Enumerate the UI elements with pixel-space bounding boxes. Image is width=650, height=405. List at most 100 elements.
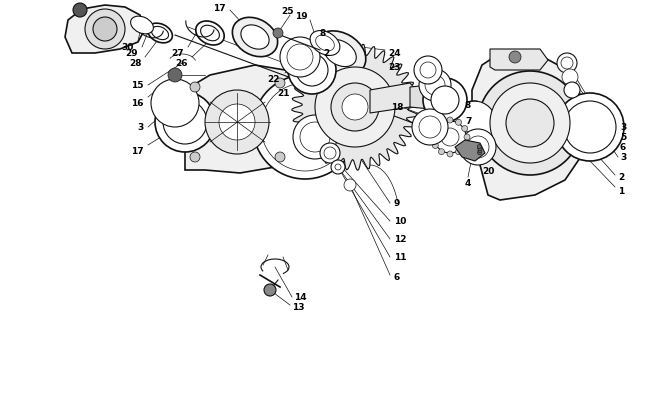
Text: 5: 5 <box>620 133 626 142</box>
Text: 26: 26 <box>176 60 188 68</box>
Text: 25: 25 <box>281 6 294 15</box>
Circle shape <box>561 58 573 70</box>
Circle shape <box>464 135 470 141</box>
Circle shape <box>447 151 453 158</box>
Circle shape <box>490 84 570 164</box>
Circle shape <box>315 68 395 148</box>
Circle shape <box>320 144 340 164</box>
Text: 27: 27 <box>172 49 184 58</box>
Circle shape <box>556 94 624 162</box>
Circle shape <box>342 95 368 121</box>
Circle shape <box>509 52 521 64</box>
Circle shape <box>85 10 125 50</box>
Text: 2: 2 <box>324 49 330 58</box>
Circle shape <box>288 47 336 95</box>
Text: 6: 6 <box>394 273 400 282</box>
Circle shape <box>478 149 482 153</box>
Text: 3: 3 <box>138 123 144 132</box>
Text: 4: 4 <box>465 179 471 188</box>
Text: 15: 15 <box>131 81 144 90</box>
Polygon shape <box>472 51 586 200</box>
Circle shape <box>151 80 199 128</box>
Text: 12: 12 <box>394 235 406 244</box>
Polygon shape <box>490 50 548 71</box>
Circle shape <box>324 148 336 160</box>
Circle shape <box>564 83 580 99</box>
Text: 18: 18 <box>391 103 404 112</box>
Circle shape <box>190 83 200 93</box>
Text: 16: 16 <box>131 99 144 108</box>
Polygon shape <box>292 45 419 171</box>
Circle shape <box>557 54 577 74</box>
Circle shape <box>434 122 466 153</box>
Circle shape <box>73 4 87 18</box>
Circle shape <box>275 79 285 89</box>
Circle shape <box>93 18 117 42</box>
Circle shape <box>467 136 489 159</box>
Circle shape <box>296 55 328 87</box>
Ellipse shape <box>310 32 340 56</box>
Ellipse shape <box>148 24 172 44</box>
Ellipse shape <box>196 22 224 46</box>
Circle shape <box>261 84 349 172</box>
Circle shape <box>419 70 451 102</box>
Ellipse shape <box>316 36 334 52</box>
Text: 9: 9 <box>394 199 400 208</box>
Circle shape <box>331 161 345 175</box>
Circle shape <box>462 126 468 132</box>
Polygon shape <box>455 141 485 162</box>
Circle shape <box>264 284 276 296</box>
Circle shape <box>331 84 379 132</box>
Circle shape <box>478 151 482 156</box>
Text: 10: 10 <box>394 217 406 226</box>
Circle shape <box>432 143 438 149</box>
Ellipse shape <box>324 40 356 67</box>
Circle shape <box>344 179 356 192</box>
Circle shape <box>253 76 357 179</box>
Polygon shape <box>185 66 295 174</box>
Text: 6: 6 <box>620 143 626 152</box>
Circle shape <box>477 145 481 149</box>
Circle shape <box>155 93 215 153</box>
Circle shape <box>447 118 453 124</box>
Text: 14: 14 <box>294 293 307 302</box>
Circle shape <box>168 69 182 83</box>
Circle shape <box>431 87 459 115</box>
Text: 19: 19 <box>295 11 308 20</box>
Text: 8: 8 <box>320 30 326 38</box>
Text: 17: 17 <box>213 4 226 13</box>
Polygon shape <box>65 6 145 54</box>
Text: 7: 7 <box>465 116 471 125</box>
Circle shape <box>456 149 462 156</box>
Circle shape <box>412 110 448 146</box>
Circle shape <box>439 149 445 156</box>
Circle shape <box>414 57 442 85</box>
Text: 2: 2 <box>618 173 624 182</box>
Circle shape <box>478 147 482 151</box>
Polygon shape <box>370 84 420 114</box>
Circle shape <box>439 120 445 126</box>
Circle shape <box>275 153 285 162</box>
Circle shape <box>219 105 255 141</box>
Text: 20: 20 <box>482 166 495 175</box>
Circle shape <box>456 120 462 126</box>
Circle shape <box>432 126 438 132</box>
Text: 22: 22 <box>268 75 280 84</box>
Text: 3: 3 <box>620 153 626 162</box>
Text: 24: 24 <box>388 49 400 58</box>
Text: 17: 17 <box>131 146 144 155</box>
Circle shape <box>562 70 578 86</box>
Text: 28: 28 <box>129 60 142 68</box>
Circle shape <box>506 100 554 148</box>
Ellipse shape <box>232 18 278 58</box>
Ellipse shape <box>201 26 220 42</box>
Text: 29: 29 <box>125 49 138 58</box>
Ellipse shape <box>241 26 269 50</box>
Circle shape <box>205 91 269 155</box>
Text: 11: 11 <box>394 253 406 262</box>
Circle shape <box>462 143 468 149</box>
Ellipse shape <box>314 32 366 76</box>
Text: 23: 23 <box>388 63 400 72</box>
Text: 30: 30 <box>122 43 134 52</box>
Text: 3: 3 <box>620 123 626 132</box>
